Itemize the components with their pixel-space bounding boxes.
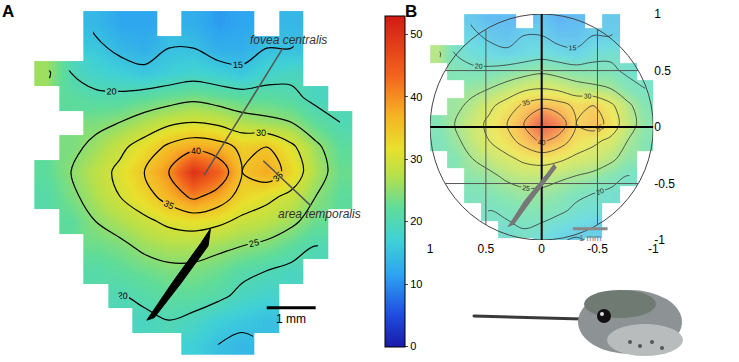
svg-text:20: 20	[595, 187, 605, 196]
svg-text:1 mm: 1 mm	[579, 233, 602, 243]
svg-text:area temporalis: area temporalis	[278, 207, 361, 221]
svg-text:-1: -1	[648, 242, 659, 256]
svg-text:40: 40	[538, 139, 546, 146]
svg-text:30: 30	[256, 128, 266, 138]
svg-text:50: 50	[410, 28, 422, 40]
svg-text:20: 20	[410, 215, 422, 227]
svg-text:30: 30	[584, 92, 592, 99]
svg-text:15: 15	[569, 44, 577, 51]
svg-text:0: 0	[410, 340, 416, 352]
svg-text:fovea centralis: fovea centralis	[250, 33, 327, 47]
svg-text:40: 40	[191, 146, 202, 157]
svg-text:10: 10	[410, 278, 422, 290]
svg-text:20: 20	[107, 86, 117, 96]
svg-text:1 mm: 1 mm	[276, 312, 306, 326]
svg-text:25: 25	[248, 237, 260, 249]
svg-text:15: 15	[233, 60, 243, 70]
svg-text:35: 35	[595, 123, 605, 133]
svg-text:25: 25	[522, 184, 531, 192]
svg-text:35: 35	[521, 98, 531, 107]
svg-text:20: 20	[117, 290, 127, 300]
svg-text:A: A	[2, 2, 14, 21]
svg-text:20: 20	[475, 62, 484, 70]
svg-text:0: 0	[538, 242, 545, 256]
svg-text:-0.5: -0.5	[587, 242, 608, 256]
svg-text:40: 40	[410, 91, 422, 103]
svg-text:1: 1	[654, 7, 661, 21]
svg-text:-0.5: -0.5	[654, 177, 675, 191]
svg-text:B: B	[405, 2, 417, 21]
svg-text:0: 0	[654, 120, 661, 134]
svg-text:-1: -1	[654, 233, 665, 247]
svg-text:35: 35	[162, 198, 175, 211]
svg-text:35: 35	[271, 170, 285, 184]
svg-text:1: 1	[427, 242, 434, 256]
svg-text:0.5: 0.5	[654, 64, 671, 78]
svg-text:0.5: 0.5	[478, 242, 495, 256]
svg-text:30: 30	[410, 153, 422, 165]
